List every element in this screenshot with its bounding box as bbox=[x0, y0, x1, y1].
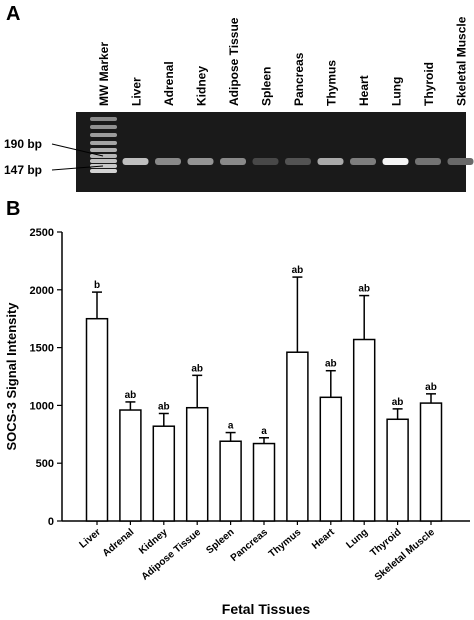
gel-bands bbox=[90, 117, 474, 173]
gel-lane-label: Adrenal bbox=[162, 61, 176, 106]
bar bbox=[252, 442, 276, 522]
significance-label: ab bbox=[191, 363, 203, 374]
x-tick-label: Lung bbox=[344, 527, 370, 551]
marker-ladder-band bbox=[90, 125, 117, 129]
gel-lane-label: Spleen bbox=[260, 67, 274, 106]
x-tick-label: Adrenal bbox=[101, 527, 137, 560]
x-tick-label: Pancreas bbox=[229, 527, 270, 564]
gel-band bbox=[382, 158, 409, 165]
significance-label: b bbox=[94, 280, 100, 291]
gel-band bbox=[415, 158, 441, 165]
gel-lane-label: Thymus bbox=[325, 60, 339, 106]
y-tick-label: 2500 bbox=[30, 227, 54, 239]
x-tick-label: Liver bbox=[78, 527, 103, 551]
significance-label: ab bbox=[392, 397, 404, 408]
bar bbox=[286, 351, 309, 522]
significance-label: a bbox=[228, 421, 234, 432]
marker-pointer-147bp bbox=[51, 165, 104, 171]
significance-label: ab bbox=[425, 382, 437, 393]
gel-band bbox=[317, 158, 344, 165]
bar bbox=[352, 338, 376, 522]
significance-label: ab bbox=[125, 390, 137, 401]
marker-ladder-band bbox=[90, 133, 117, 137]
marker-ladder-band bbox=[90, 169, 117, 173]
gel-lane-label: MW Marker bbox=[97, 42, 111, 106]
gel-lane-label: Adipose Tissue bbox=[227, 17, 241, 106]
gel-lane-label: Pancreas bbox=[292, 52, 306, 106]
significance-label: ab bbox=[292, 265, 304, 276]
gel-lane-label: Lung bbox=[390, 77, 404, 106]
y-tick-label: 1500 bbox=[30, 343, 54, 355]
y-tick-label: 0 bbox=[48, 516, 54, 528]
significance-label: ab bbox=[358, 284, 370, 295]
gel-band bbox=[155, 158, 181, 165]
bar bbox=[386, 418, 409, 522]
x-tick-label: Skeletal Muscle bbox=[373, 527, 437, 584]
bar-chart: 05001000150020002500bLiverabAdrenalabKid… bbox=[30, 227, 470, 583]
marker-ladder-band bbox=[90, 148, 117, 152]
gel-band bbox=[252, 158, 279, 165]
y-tick-label: 500 bbox=[36, 458, 54, 470]
significance-label: ab bbox=[325, 359, 337, 370]
gel-lane-label: Liver bbox=[130, 77, 144, 106]
gel-lane-label: Skeletal Muscle bbox=[455, 16, 469, 106]
gel-band bbox=[122, 158, 149, 165]
x-axis-label: Fetal Tissues bbox=[222, 601, 311, 617]
y-axis-label: SOCS-3 Signal Intensity bbox=[4, 302, 19, 451]
marker-label-147bp: 147 bp bbox=[4, 163, 42, 177]
marker-ladder-band bbox=[90, 159, 117, 163]
panel-a-label: A bbox=[6, 3, 20, 25]
gel-band bbox=[285, 158, 311, 165]
marker-ladder-band bbox=[90, 164, 117, 168]
marker-ladder-band bbox=[90, 154, 117, 158]
gel-lane-label: Kidney bbox=[195, 66, 209, 106]
bar bbox=[185, 406, 209, 522]
marker-pointer-190bp bbox=[51, 143, 104, 157]
gel-lane-labels: MW Marker Liver Adrenal Kidney Adipose Tissu… bbox=[97, 16, 469, 106]
x-tick-label: Heart bbox=[310, 526, 337, 551]
significance-label: ab bbox=[158, 401, 170, 412]
gel-band bbox=[350, 158, 376, 165]
gel-lane-label: Thyroid bbox=[422, 62, 436, 106]
bar bbox=[152, 425, 176, 522]
gel-band bbox=[220, 158, 246, 165]
marker-label-190bp: 190 bp bbox=[4, 137, 42, 151]
significance-label: a bbox=[261, 426, 267, 437]
bar bbox=[119, 409, 142, 522]
marker-ladder-band bbox=[90, 117, 117, 121]
gel-lane-label: Heart bbox=[357, 75, 371, 106]
y-tick-label: 2000 bbox=[30, 285, 54, 297]
bar bbox=[85, 317, 109, 522]
marker-ladder-band bbox=[90, 141, 117, 145]
bar bbox=[219, 440, 242, 522]
bar bbox=[419, 402, 443, 522]
gel-band bbox=[447, 158, 474, 165]
y-tick-label: 1000 bbox=[30, 400, 54, 412]
gel-band bbox=[187, 158, 214, 165]
gel-image bbox=[76, 112, 466, 192]
x-tick-label: Thymus bbox=[267, 527, 304, 560]
bar bbox=[319, 396, 343, 522]
panel-b-label: B bbox=[6, 198, 20, 220]
x-tick-label: Adipose Tissue bbox=[140, 527, 204, 583]
